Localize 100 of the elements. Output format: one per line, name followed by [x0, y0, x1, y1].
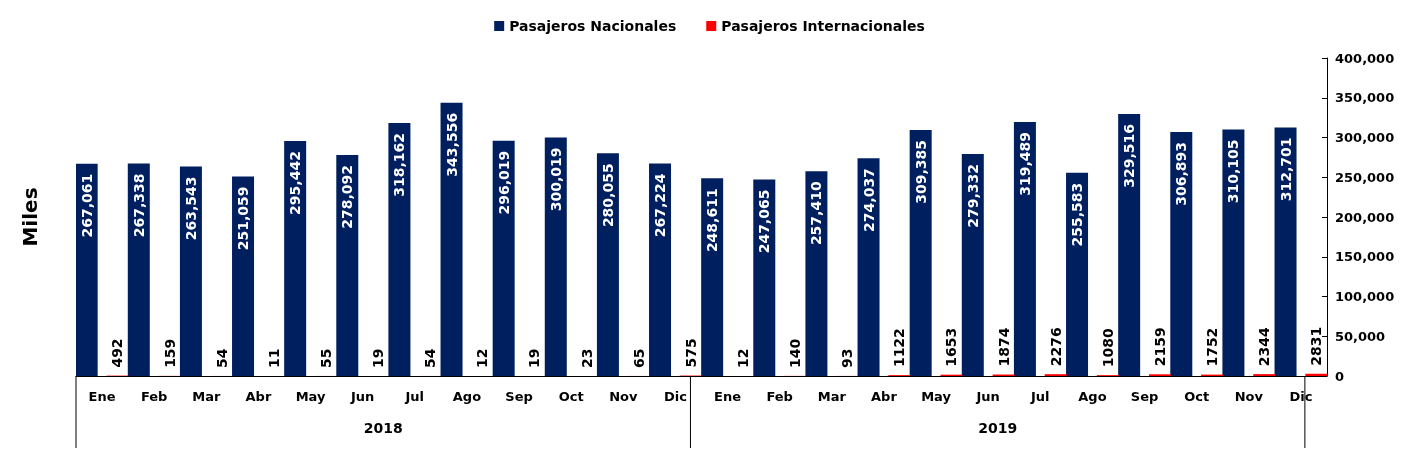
x-tick-label: Feb [766, 389, 793, 404]
x-tick-label: Sep [1130, 389, 1159, 404]
legend-label: Pasajeros Nacionales [509, 18, 677, 34]
bar [1013, 122, 1036, 376]
bar [544, 137, 567, 376]
data-label: 12 [474, 348, 491, 368]
data-label: 257,410 [808, 181, 825, 246]
bar [1222, 129, 1245, 376]
y-tick-label: 400,000 [1335, 50, 1395, 66]
data-label: 329,516 [1121, 124, 1138, 188]
data-label: 306,893 [1173, 142, 1190, 206]
data-label: 1653 [943, 327, 960, 367]
data-label: 2159 [1151, 327, 1168, 367]
bar [1305, 373, 1327, 376]
data-label: 1874 [995, 327, 1012, 367]
bar [1274, 127, 1297, 376]
bar [805, 171, 828, 376]
data-label: 65 [630, 348, 647, 368]
data-label: 2831 [1308, 326, 1325, 366]
y-tick-label: 250,000 [1335, 169, 1395, 185]
x-tick-label: May [295, 389, 326, 404]
y-tick-label: 150,000 [1335, 249, 1395, 265]
text: 2019 [978, 420, 1018, 436]
x-tick-label: Oct [1184, 389, 1210, 404]
bar [336, 154, 359, 376]
bar [76, 163, 98, 376]
bar [388, 123, 411, 376]
data-label: 2344 [1256, 326, 1273, 367]
x-tick-label: Ene [714, 389, 742, 404]
data-label: 492 [109, 338, 126, 368]
x-tick-label: Jul [404, 389, 425, 404]
data-label: 267,338 [130, 173, 147, 238]
data-label: 279,332 [964, 163, 981, 228]
text: 2018 [363, 420, 403, 436]
bar [232, 176, 255, 376]
y-tick-label: 0 [1335, 368, 1345, 384]
data-label: 343,556 [443, 112, 460, 177]
x-tick-label: Nov [1234, 389, 1264, 404]
data-label: 280,055 [599, 163, 616, 228]
y-axis-title: Miles [18, 187, 42, 247]
data-label: 55 [317, 348, 334, 368]
data-label: 575 [682, 338, 699, 368]
x-tick-label: Nov [609, 389, 638, 404]
x-tick-label: Oct [558, 389, 584, 404]
legend-label: Pasajeros Internacionales [721, 18, 925, 34]
data-label: 23 [578, 348, 595, 368]
data-label: 263,543 [182, 176, 199, 241]
y-tick-label: 100,000 [1335, 289, 1395, 304]
x-tick-label: Jun [350, 389, 375, 404]
x-tick-label: Dic [663, 389, 687, 404]
x-tick-label: Mar [817, 389, 847, 404]
bar [909, 130, 932, 376]
bar [1118, 114, 1141, 376]
bar [1170, 132, 1193, 376]
data-label: 318,162 [391, 133, 408, 197]
data-label: 255,583 [1069, 182, 1086, 247]
data-label: 1122 [891, 328, 908, 368]
bar [1066, 172, 1089, 376]
data-label: 19 [526, 348, 543, 368]
x-tick-label: Ago [1078, 389, 1107, 404]
data-label: 140 [787, 338, 804, 368]
data-label: 267,061 [78, 173, 95, 238]
data-label: 278,092 [339, 164, 356, 229]
x-tick-label: Jun [975, 389, 1000, 404]
bar [179, 166, 202, 376]
bar [753, 179, 776, 376]
x-tick-label: Ago [452, 389, 482, 404]
bar [596, 153, 619, 376]
data-label: 319,489 [1016, 132, 1033, 196]
data-label: 19 [370, 348, 387, 368]
data-label: 247,065 [756, 189, 773, 254]
data-label: 295,442 [287, 151, 304, 215]
data-label: 1752 [1204, 327, 1221, 367]
x-tick-label: Feb [140, 389, 168, 404]
bar [492, 140, 515, 376]
bar [440, 102, 463, 376]
x-tick-label: Mar [192, 389, 221, 404]
bar [649, 163, 672, 376]
data-label: 54 [213, 348, 230, 368]
data-label: 248,611 [704, 188, 721, 253]
data-label: 309,385 [912, 140, 929, 204]
data-label: 1080 [1099, 327, 1116, 368]
x-tick-label: Sep [505, 389, 533, 404]
data-label: 2276 [1047, 327, 1064, 367]
bar [857, 158, 880, 376]
data-label: 267,224 [652, 173, 669, 238]
bar [701, 178, 724, 376]
data-label: 12 [734, 348, 751, 368]
x-tick-label: Abr [871, 389, 898, 404]
data-label: 251,059 [235, 186, 252, 251]
data-label: 159 [161, 338, 178, 368]
data-label: 310,105 [1225, 139, 1242, 204]
x-tick-label: Jul [1030, 389, 1050, 404]
bar [284, 141, 307, 376]
bar [961, 153, 984, 376]
data-label: 312,701 [1277, 137, 1294, 202]
bar [127, 163, 150, 376]
data-label: 93 [839, 348, 856, 368]
data-label: 274,037 [860, 168, 877, 232]
data-label: 300,019 [547, 147, 564, 212]
